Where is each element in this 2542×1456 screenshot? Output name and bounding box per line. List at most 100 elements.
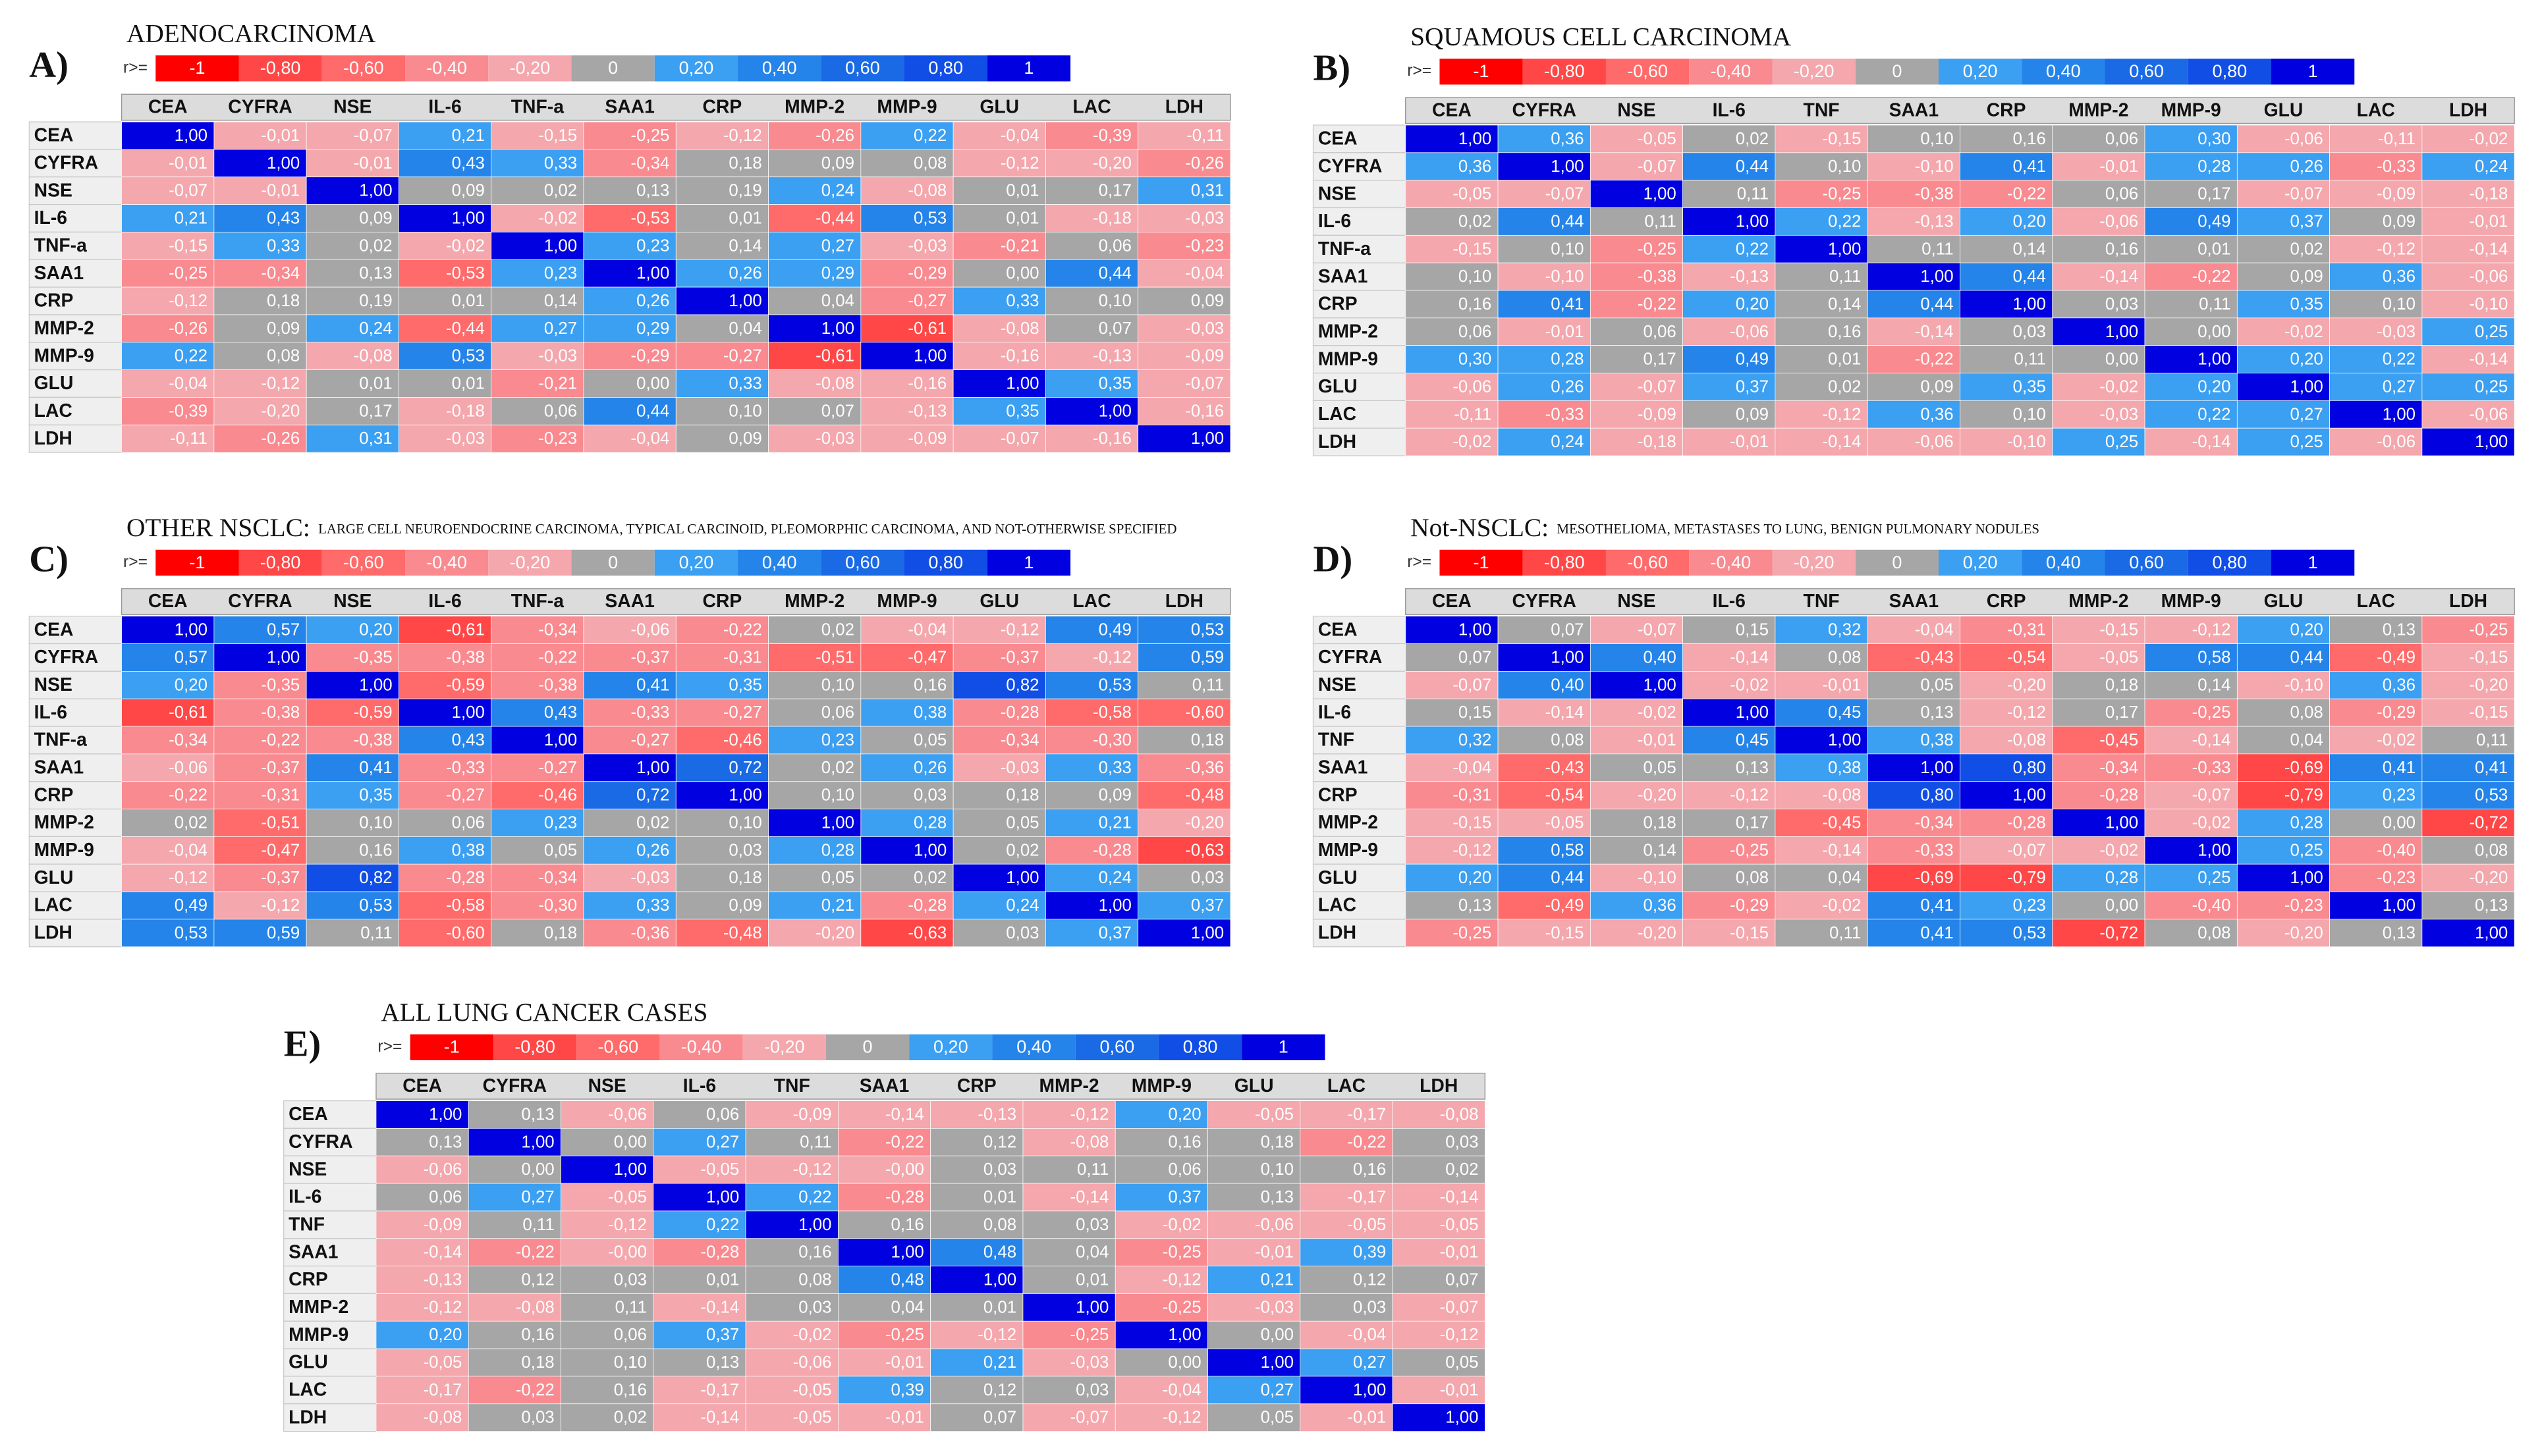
cell-value: 1,00 [2197,841,2230,859]
heatmap-cell [675,397,769,425]
heatmap-cell [375,1403,469,1432]
heatmap-cell [121,698,215,727]
heatmap-cell [1775,891,1868,920]
cell-value: 1,00 [452,703,485,722]
cell-value: 0,08 [267,347,300,365]
cell-value: -0,03 [908,236,947,255]
heatmap-cell [2052,262,2145,291]
title: SQUAMOUS CELL CARCINOMA [1410,22,1792,51]
heatmap-cell [1045,259,1139,288]
heatmap-cell [1775,753,1868,782]
legend-label: r>= [377,1038,402,1056]
cell-value: -0,04 [1185,264,1224,283]
cell-value: -0,17 [1347,1188,1386,1206]
heatmap-cell [2052,726,2145,755]
cell-value: -0,01 [885,1409,924,1427]
heatmap-cell [2144,373,2238,401]
column-label: CRP [703,590,742,611]
cell-value: 0,00 [1168,1353,1201,1372]
cell-value: 0,13 [636,182,669,200]
heatmap-cell [2421,152,2515,181]
cell-value: 0,27 [1353,1353,1386,1372]
heatmap-cell [1405,698,1499,727]
cell-value: -0,12 [978,1326,1016,1344]
heatmap-cell [1392,1210,1485,1239]
cell-value: -0,12 [1001,154,1039,173]
heatmap-cell [1405,345,1499,373]
cell-value: -0,21 [538,375,577,393]
cell-value: -0,10 [2284,676,2323,694]
cell-value: 0,43 [267,209,300,228]
cell-value: -0,20 [2284,924,2323,942]
legend-tick-label: -0,80 [260,552,301,572]
cell-value: 0,08 [2475,841,2508,859]
heatmap-cell [838,1266,931,1294]
heatmap-cell [2144,400,2238,429]
cell-value: -0,22 [516,1381,555,1399]
legend-label: r>= [123,553,148,571]
cell-value: 0,26 [636,841,669,859]
cell-value: 0,00 [2105,896,2138,915]
cell-value: 0,02 [1828,377,1861,396]
heatmap-cell [1392,1320,1485,1349]
cell-value: -0,18 [1093,209,1132,228]
legend-tick-label: -0,60 [597,1037,638,1057]
heatmap-cell [1960,180,2053,208]
heatmap-cell [768,397,862,425]
heatmap-cell [930,1100,1024,1129]
cell-value: 0,33 [729,375,761,393]
row-label: LDH [34,427,72,448]
cell-value: -0,16 [1185,402,1224,420]
cell-value: -0,54 [2007,649,2046,667]
heatmap-cell [745,1210,839,1239]
cell-value: 0,02 [1006,841,1039,859]
cell-value: -0,04 [1915,621,1954,639]
row-label-bg [1312,124,1406,153]
cell-value: -0,02 [538,209,577,228]
cell-value: -0,48 [723,924,762,942]
heatmap-cell [1405,124,1499,153]
cell-value: 1,00 [1920,759,1953,777]
heatmap-cell [1497,234,1591,263]
cell-value: 0,33 [544,154,577,173]
cell-value: 0,23 [821,731,854,749]
heatmap-cell [930,1376,1024,1405]
cell-value: -0,06 [2377,433,2416,451]
cell-value: 1,00 [359,182,392,200]
heatmap-cell [1405,836,1499,865]
cell-value: 0,18 [729,154,761,173]
cell-value: 0,45 [1736,731,1769,749]
heatmap-cell [1589,234,1683,263]
cell-value: 0,00 [1006,264,1039,283]
heatmap-cell [675,863,769,892]
cell-value: -0,25 [169,264,207,283]
cell-value: -0,38 [538,676,577,694]
heatmap-cell [675,314,769,343]
panel-label: D) [1313,539,1352,580]
cell-value: -0,30 [538,896,577,915]
heatmap-cell [768,836,862,865]
heatmap-cell [1138,643,1231,672]
row-label-bg [1312,427,1406,456]
cell-value: 0,05 [914,731,947,749]
cell-value: -0,14 [424,1243,462,1262]
heatmap-cell [953,643,1046,672]
legend-swatch [825,1034,910,1061]
cell-value: -0,22 [2007,185,2046,203]
legend-swatch [1938,549,2022,576]
heatmap-cell [1045,809,1139,837]
row-label-bg [283,1320,377,1349]
cell-value: -0,37 [631,649,670,667]
heatmap-cell [675,149,769,178]
cell-value: 0,07 [1551,621,1584,639]
heatmap-cell [213,616,307,644]
cell-value: 0,04 [1828,869,1861,887]
heatmap-cell [2236,290,2330,319]
cell-value: 0,57 [267,621,300,639]
cell-value: 0,03 [729,841,761,859]
cell-value: 1,00 [429,1106,462,1124]
heatmap-cell [953,753,1046,782]
cell-value: 0,18 [521,1353,554,1372]
heatmap-cell [1775,809,1868,837]
legend-swatch [1855,59,1939,85]
